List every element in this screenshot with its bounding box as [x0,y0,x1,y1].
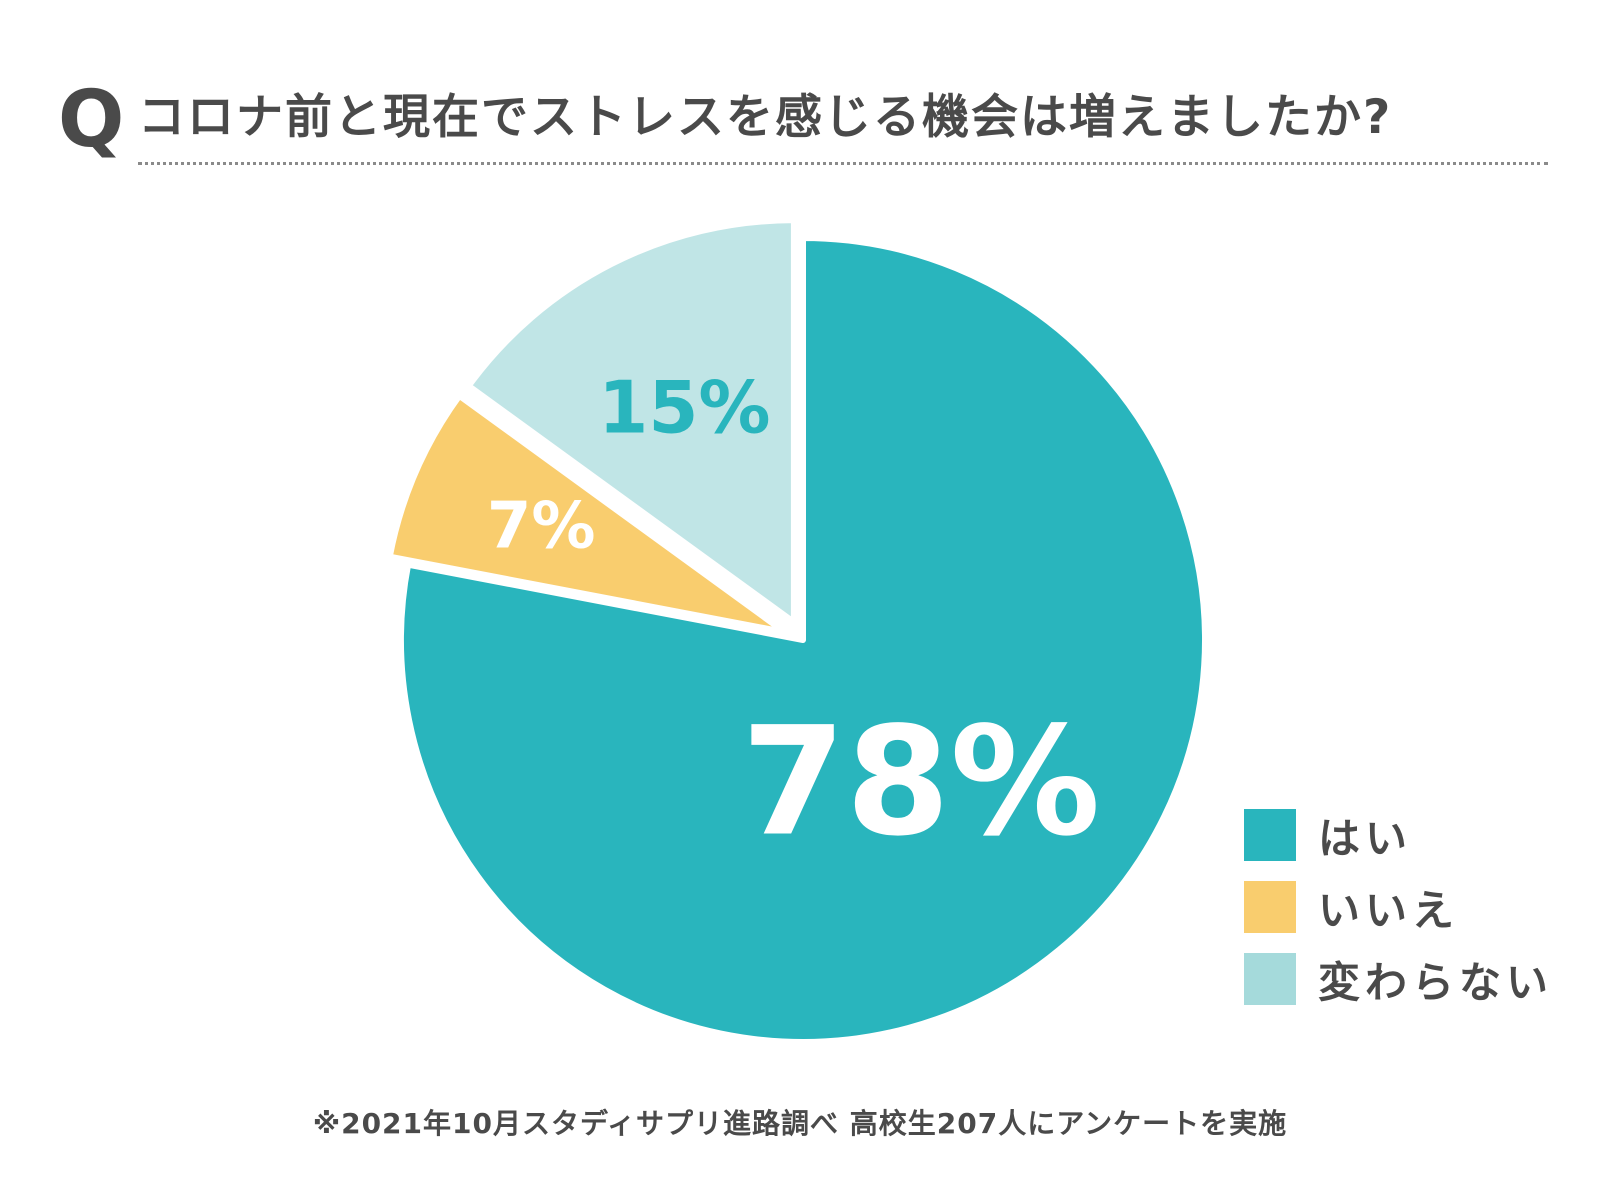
dotted-divider [138,162,1548,165]
chart-legend: はい いいえ 変わらない [1244,809,1553,1026]
legend-item-kawaranai: 変わらない [1244,953,1553,1007]
pie-slice-1 [386,392,788,636]
legend-item-iie: いいえ [1244,881,1553,935]
legend-swatch-iie [1244,881,1296,933]
legend-label-kawaranai: 変わらない [1318,957,1554,1007]
slice-value-label-0: 78% [741,695,1100,869]
pie-slice-2 [465,217,797,626]
q-mark-icon: Q [58,75,125,165]
legend-swatch-hai [1244,809,1296,861]
pie-slice-0 [398,235,1208,1045]
survey-footnote: ※2021年10月スタディサプリ進路調べ 高校生207人にアンケートを実施 [312,1107,1288,1140]
legend-item-hai: はい [1244,809,1553,863]
slice-value-label-2: 15% [598,365,770,449]
legend-label-hai: はい [1318,813,1413,863]
legend-swatch-kawaranai [1244,953,1296,1005]
question-title: コロナ前と現在でストレスを感じる機会は増えましたか? [138,90,1393,145]
legend-label-iie: いいえ [1318,885,1460,935]
question-header: Q コロナ前と現在でストレスを感じる機会は増えましたか? [58,70,1548,166]
slice-value-label-1: 7% [487,490,596,564]
